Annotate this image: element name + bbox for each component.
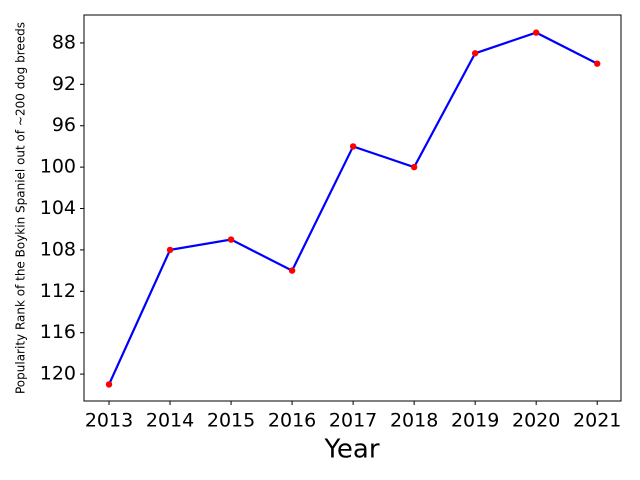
y-tick-label: 104 <box>40 197 76 219</box>
y-tick-label: 108 <box>40 238 76 260</box>
data-point <box>594 60 601 67</box>
x-tick-label: 2021 <box>573 410 621 432</box>
plot-frame <box>83 14 622 402</box>
data-line <box>108 31 598 385</box>
data-point <box>227 236 235 243</box>
y-tick-label: 116 <box>40 321 76 343</box>
y-tick-label: 88 <box>52 31 76 53</box>
x-tick-label: 2017 <box>329 410 377 432</box>
y-axis-label: Popularity Rank of the Boykin Spaniel ou… <box>14 22 28 394</box>
y-tick-label: 100 <box>40 156 76 178</box>
x-tick-label: 2019 <box>451 410 499 432</box>
data-point <box>166 246 174 254</box>
x-axis-label: Year <box>323 435 379 465</box>
x-tick-label: 2013 <box>85 410 133 432</box>
y-tick-label: 120 <box>40 363 76 385</box>
y-tick-label: 92 <box>52 73 76 95</box>
x-tick-label: 2014 <box>146 410 194 432</box>
data-point <box>532 29 540 36</box>
data-point <box>105 381 113 388</box>
x-tick-label: 2015 <box>207 410 255 432</box>
x-tick-label: 2016 <box>268 410 316 432</box>
y-tick-label: 112 <box>40 280 76 302</box>
x-tick-label: 2018 <box>390 410 438 432</box>
data-point <box>410 163 418 171</box>
y-tick-label: 96 <box>52 114 76 136</box>
x-tick-label: 2020 <box>512 410 560 432</box>
data-point <box>349 143 357 150</box>
data-point <box>471 50 479 57</box>
data-point <box>288 267 296 274</box>
